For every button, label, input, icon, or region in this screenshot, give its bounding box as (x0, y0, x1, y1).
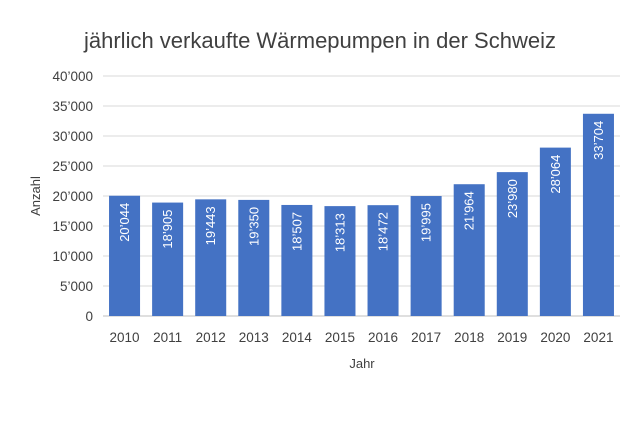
x-tick-label: 2011 (153, 330, 182, 345)
y-tick-label: 20’000 (52, 189, 93, 204)
bar-value-label: 18’472 (376, 212, 391, 251)
y-axis-ticks: 0 5’000 10’000 15’000 20’000 25’000 30’000 35’0… (52, 69, 93, 324)
bar-value-label: 28’064 (548, 155, 563, 194)
bar (410, 196, 442, 316)
bar (281, 204, 313, 316)
bar (238, 199, 270, 316)
x-tick-label: 2012 (196, 330, 226, 345)
x-tick-label: 2016 (368, 330, 398, 345)
bar-value-label: 18’507 (289, 212, 304, 251)
bar (539, 147, 571, 316)
x-axis-title: Jahr (349, 356, 375, 371)
x-tick-label: 2013 (239, 330, 269, 345)
y-tick-label: 35’000 (52, 99, 93, 114)
y-tick-label: 30’000 (52, 129, 93, 144)
bar-value-label: 19’443 (203, 206, 218, 245)
bar-value-label: 33’704 (591, 121, 606, 160)
x-tick-label: 2010 (110, 330, 140, 345)
y-tick-label: 10’000 (52, 249, 93, 264)
bar (367, 205, 399, 316)
bar (152, 202, 184, 316)
y-tick-label: 0 (85, 309, 93, 324)
bar (496, 172, 528, 316)
x-tick-label: 2018 (454, 330, 484, 345)
y-tick-label: 15’000 (52, 219, 93, 234)
bar-value-label: 18’905 (160, 210, 175, 249)
x-tick-label: 2017 (411, 330, 441, 345)
y-tick-label: 40’000 (52, 69, 93, 84)
bar-value-label: 19’995 (419, 203, 434, 242)
bar (109, 195, 141, 316)
bar-value-label: 23’980 (505, 179, 520, 218)
x-tick-label: 2020 (540, 330, 570, 345)
bars: 20’044 18’905 19’443 19’350 18’507 18’313 18’4… (109, 113, 614, 316)
x-tick-label: 2015 (325, 330, 355, 345)
x-axis-ticks: 2010 2011 2012 2013 2014 2015 2016 2017 2018 2019… (110, 330, 614, 345)
bar (453, 184, 485, 316)
bar-value-label: 21’964 (462, 191, 477, 230)
bar-value-label: 19’350 (246, 207, 261, 246)
y-tick-label: 5’000 (60, 279, 93, 294)
bar (195, 199, 227, 316)
bar (582, 113, 614, 316)
bar-value-label: 18’313 (332, 213, 347, 252)
bar (324, 206, 356, 316)
x-tick-label: 2021 (583, 330, 613, 345)
y-axis-title: Anzahl (28, 176, 43, 216)
chart-title: jährlich verkaufte Wärmepumpen in der Sc… (83, 28, 556, 53)
bar-value-label: 20’044 (117, 203, 132, 242)
x-tick-label: 2019 (497, 330, 527, 345)
gridlines (103, 75, 620, 317)
y-tick-label: 25’000 (52, 159, 93, 174)
x-tick-label: 2014 (282, 330, 313, 345)
